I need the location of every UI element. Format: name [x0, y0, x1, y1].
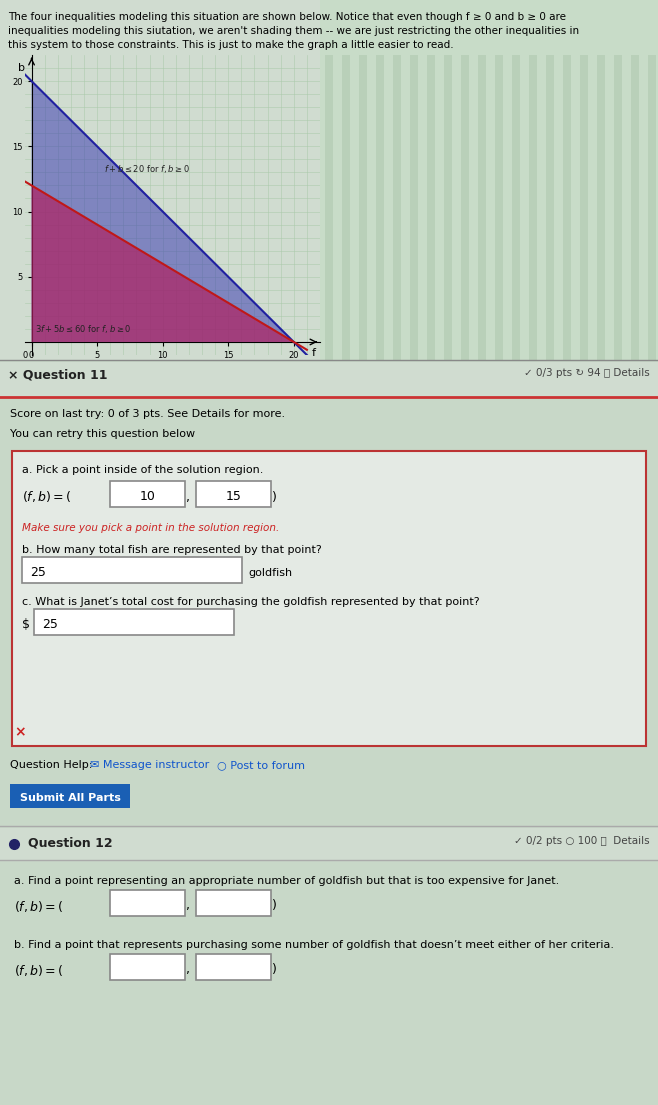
Text: $: $: [22, 619, 30, 631]
FancyBboxPatch shape: [546, 55, 554, 360]
FancyBboxPatch shape: [376, 55, 384, 360]
FancyBboxPatch shape: [495, 55, 503, 360]
Text: ,: ,: [186, 899, 190, 913]
FancyBboxPatch shape: [580, 55, 588, 360]
Text: Question Help:: Question Help:: [10, 760, 96, 770]
FancyBboxPatch shape: [196, 890, 271, 916]
FancyBboxPatch shape: [0, 828, 658, 860]
Text: b. Find a point that represents purchasing some number of goldfish that doesn’t : b. Find a point that represents purchasi…: [14, 940, 614, 950]
Text: ): ): [272, 899, 276, 913]
FancyBboxPatch shape: [427, 55, 435, 360]
Text: ✓ 0/3 pts ↻ 94 ⓘ Details: ✓ 0/3 pts ↻ 94 ⓘ Details: [524, 368, 650, 378]
FancyBboxPatch shape: [12, 451, 646, 746]
Text: Make sure you pick a point in the solution region.: Make sure you pick a point in the soluti…: [22, 523, 279, 533]
Text: goldfish: goldfish: [248, 568, 292, 578]
Text: ,: ,: [186, 964, 190, 977]
Text: Question 12: Question 12: [28, 836, 113, 849]
Text: ): ): [272, 491, 276, 504]
FancyBboxPatch shape: [529, 55, 537, 360]
FancyBboxPatch shape: [597, 55, 605, 360]
FancyBboxPatch shape: [342, 55, 350, 360]
Text: b. How many total fish are represented by that point?: b. How many total fish are represented b…: [22, 545, 322, 555]
Text: The four inequalities modeling this situation are shown below. Notice that even : The four inequalities modeling this situ…: [8, 12, 566, 22]
FancyBboxPatch shape: [196, 954, 271, 980]
Text: 10: 10: [140, 491, 156, 504]
Text: × Question 11: × Question 11: [8, 368, 107, 381]
FancyBboxPatch shape: [410, 55, 418, 360]
Text: 0: 0: [22, 351, 28, 360]
FancyBboxPatch shape: [196, 481, 271, 507]
Text: ×: ×: [14, 725, 26, 739]
Text: Score on last try: 0 of 3 pts. See Details for more.: Score on last try: 0 of 3 pts. See Detai…: [10, 409, 285, 419]
Text: a. Find a point representing an appropriate number of goldfish but that is too e: a. Find a point representing an appropri…: [14, 876, 559, 886]
FancyBboxPatch shape: [461, 55, 469, 360]
Text: ○ Post to forum: ○ Post to forum: [210, 760, 305, 770]
Text: You can retry this question below: You can retry this question below: [10, 429, 195, 439]
Text: $(f, b) = ($: $(f, b) = ($: [14, 962, 64, 978]
FancyBboxPatch shape: [34, 609, 234, 635]
FancyBboxPatch shape: [359, 55, 367, 360]
Text: $(f, b) = ($: $(f, b) = ($: [14, 898, 64, 914]
FancyBboxPatch shape: [614, 55, 622, 360]
FancyBboxPatch shape: [478, 55, 486, 360]
Text: this system to those constraints. This is just to make the graph a little easier: this system to those constraints. This i…: [8, 40, 453, 50]
FancyBboxPatch shape: [110, 890, 185, 916]
FancyBboxPatch shape: [563, 55, 571, 360]
Text: c. What is Janet’s total cost for purchasing the goldfish represented by that po: c. What is Janet’s total cost for purcha…: [22, 597, 480, 607]
FancyBboxPatch shape: [631, 55, 639, 360]
FancyBboxPatch shape: [110, 481, 185, 507]
FancyBboxPatch shape: [320, 0, 658, 360]
FancyBboxPatch shape: [444, 55, 452, 360]
Text: ✉ Message instructor: ✉ Message instructor: [90, 760, 209, 770]
Text: 25: 25: [42, 619, 58, 631]
FancyBboxPatch shape: [0, 362, 658, 397]
Text: 15: 15: [226, 491, 242, 504]
Text: f: f: [311, 348, 315, 358]
FancyBboxPatch shape: [512, 55, 520, 360]
FancyBboxPatch shape: [393, 55, 401, 360]
FancyBboxPatch shape: [648, 55, 656, 360]
Text: $(f, b) = ($: $(f, b) = ($: [22, 490, 72, 505]
FancyBboxPatch shape: [325, 55, 333, 360]
Polygon shape: [32, 186, 293, 341]
FancyBboxPatch shape: [110, 954, 185, 980]
Text: Submit All Parts: Submit All Parts: [20, 793, 120, 803]
FancyBboxPatch shape: [22, 557, 242, 583]
FancyBboxPatch shape: [10, 785, 130, 808]
Text: $f+b\leq 20$ for $f,b\geq 0$: $f+b\leq 20$ for $f,b\geq 0$: [104, 164, 190, 176]
Text: ,: ,: [186, 491, 190, 504]
Text: $3f+5b\leq 60$ for $f,b\geq 0$: $3f+5b\leq 60$ for $f,b\geq 0$: [36, 323, 132, 335]
FancyBboxPatch shape: [0, 0, 658, 360]
Text: inequalities modeling this siutation, we aren't shading them -- we are just rest: inequalities modeling this siutation, we…: [8, 27, 579, 36]
Text: 25: 25: [30, 567, 46, 579]
Text: b: b: [18, 63, 25, 73]
Text: a. Pick a point inside of the solution region.: a. Pick a point inside of the solution r…: [22, 465, 263, 475]
Polygon shape: [32, 81, 293, 341]
Text: ✓ 0/2 pts ○ 100 ⓘ  Details: ✓ 0/2 pts ○ 100 ⓘ Details: [515, 836, 650, 846]
Text: ): ): [272, 964, 276, 977]
